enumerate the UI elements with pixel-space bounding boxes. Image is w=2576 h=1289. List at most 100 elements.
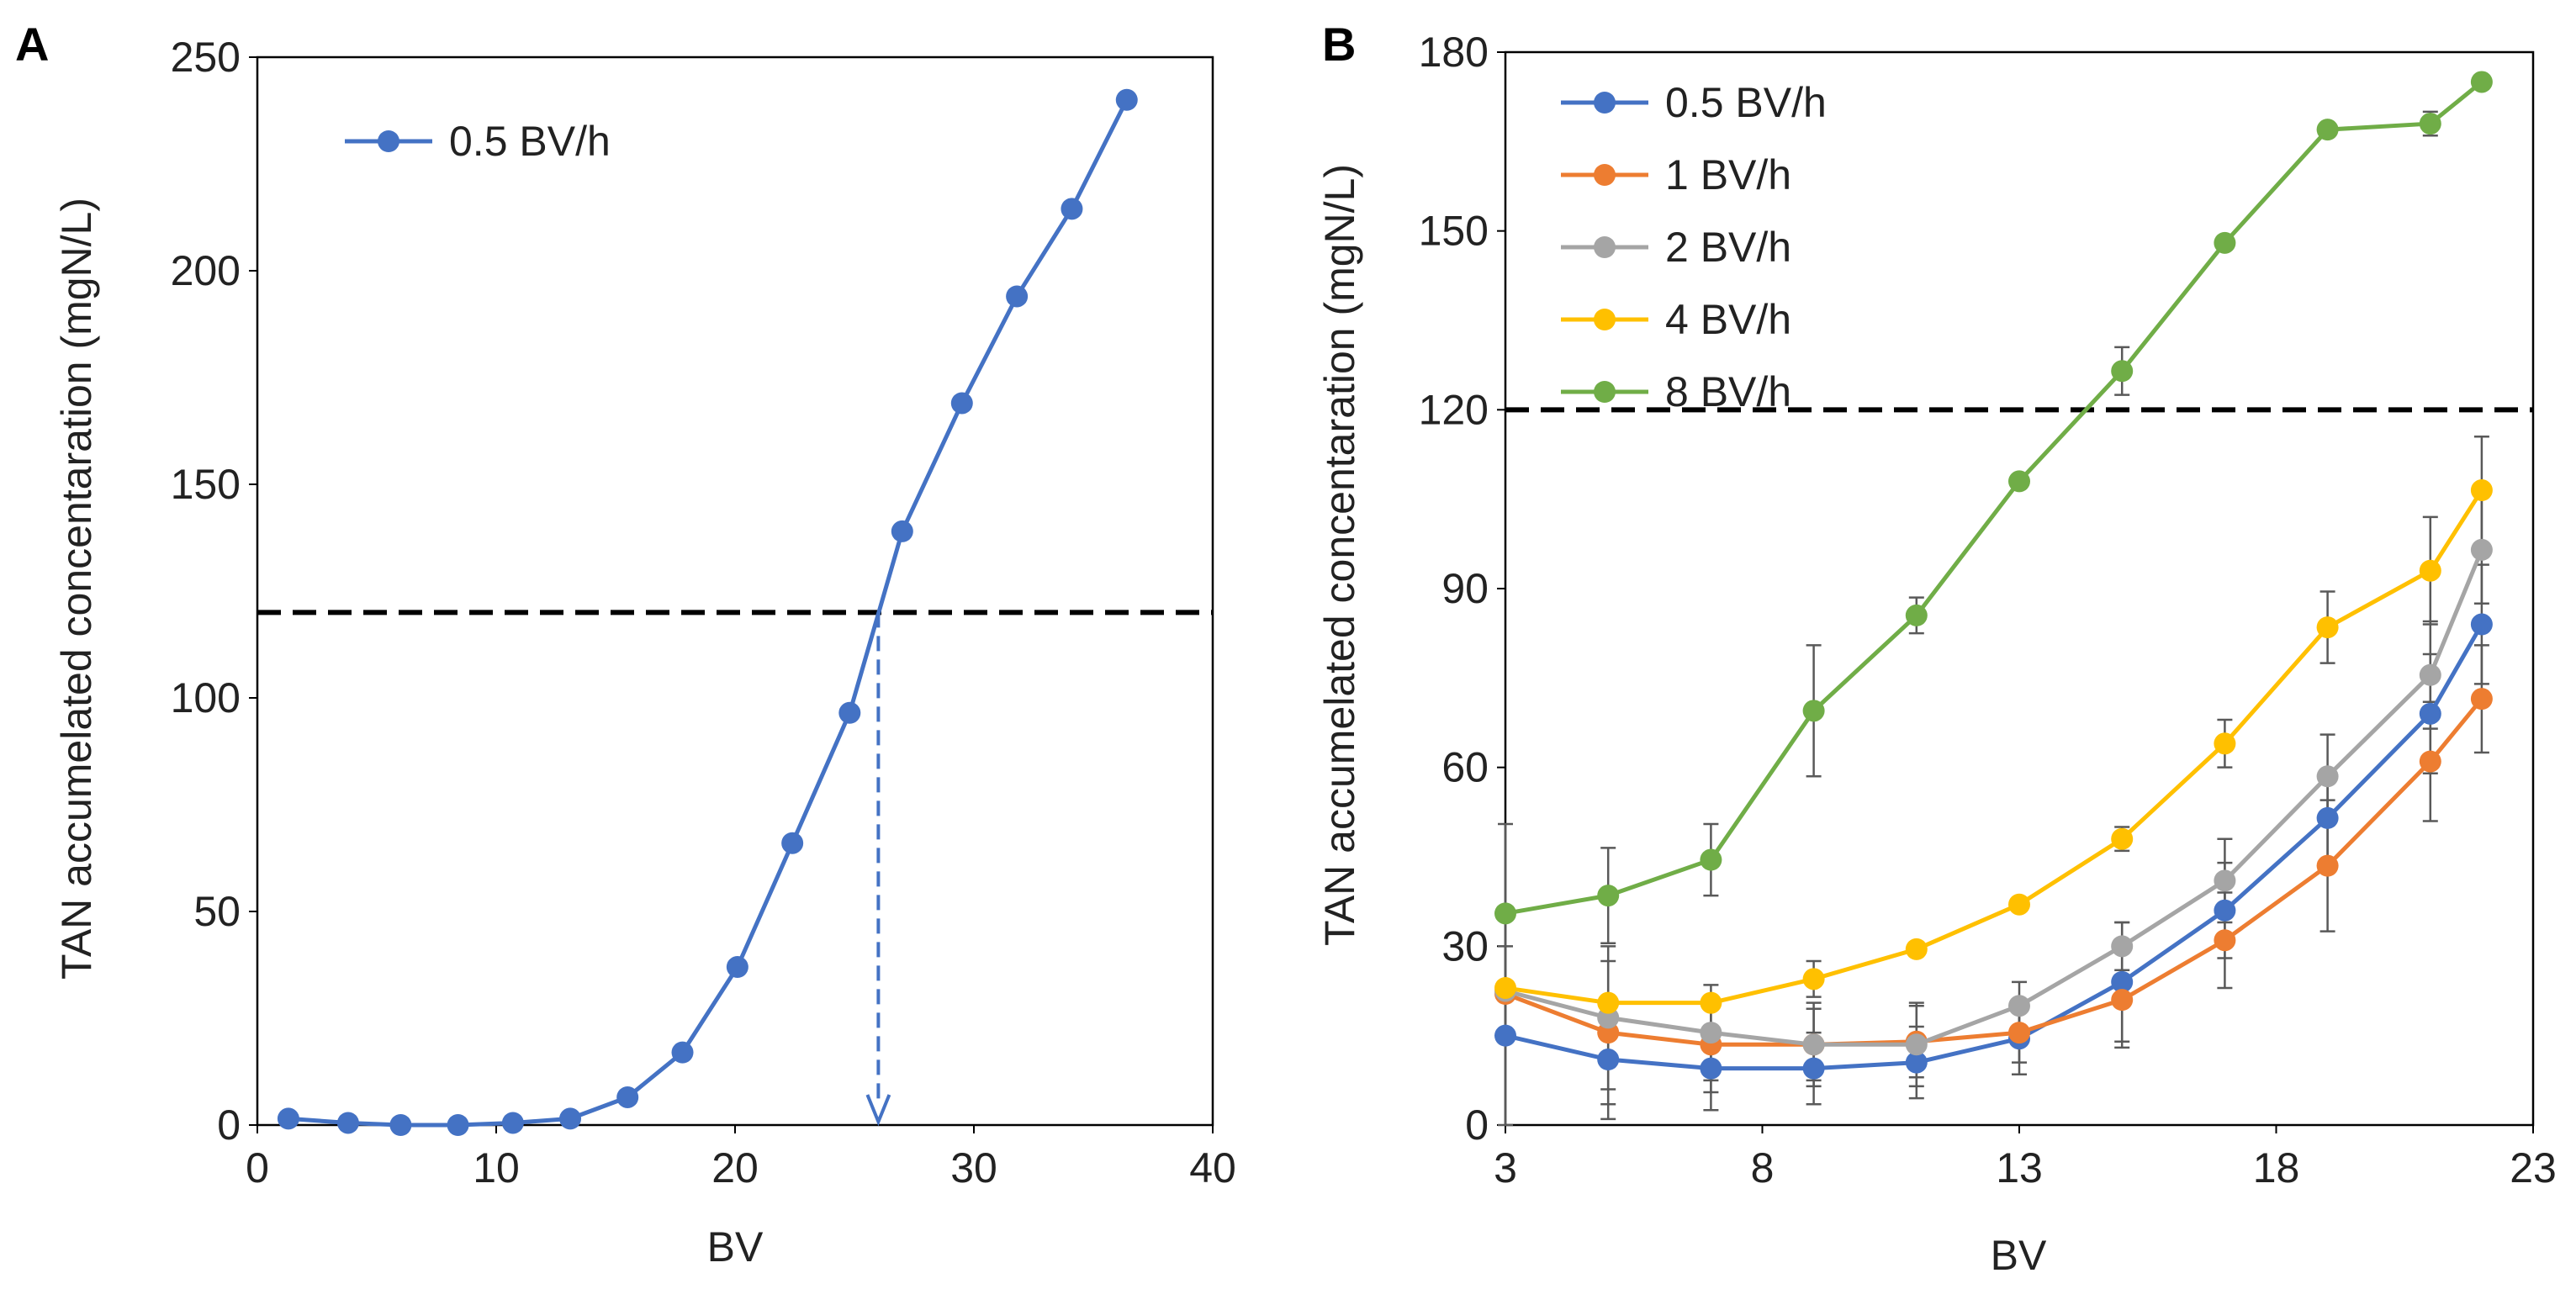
panel-a-x-tick-label: 40 <box>1189 1144 1236 1191</box>
panel-a-y-tick-label: 150 <box>171 461 241 508</box>
panel-b-y-axis-label: TAN accumelated concentaration (mgN/L) <box>1316 164 1363 946</box>
panel-a-data-point <box>559 1107 582 1130</box>
panel-b: B 3 8 13 18 23 0 30 60 90 120 150 180 0.5 BV/h 1 BV/h… <box>1316 18 2557 1279</box>
panel-b-x-tick-label: 8 <box>1751 1144 1775 1191</box>
panel-a-data-point <box>838 701 861 724</box>
panel-b-data-point <box>1802 1057 1825 1080</box>
panel-b-series-line <box>1505 80 2483 916</box>
panel-b-data-point <box>1597 885 1620 907</box>
panel-a-data-point <box>616 1086 639 1108</box>
panel-b-frame <box>1504 50 2535 1127</box>
panel-a-x-tick-label: 10 <box>473 1144 520 1191</box>
panel-a-data-point <box>1115 88 1138 111</box>
panel-b-legend-swatch-marker <box>1594 309 1616 330</box>
panel-a-data-point <box>726 956 748 979</box>
panel-b-data-point <box>2214 732 2236 755</box>
panel-a-x-tick-label: 20 <box>711 1144 759 1191</box>
panel-b-data-point <box>1802 700 1825 722</box>
panel-a-series-group <box>277 88 1138 1136</box>
panel-b-data-point <box>1905 604 1928 626</box>
panel-a-plot-area: 0 10 20 30 40 0 50 100 150 200 250 0.5 BV/h <box>171 34 1236 1191</box>
panel-b-data-point <box>1905 1033 1928 1056</box>
panel-b-legend: 0.5 BV/h 1 BV/h 2 BV/h 4 BV/h 8 BV/h <box>1561 79 1827 415</box>
panel-b-legend-swatch-marker <box>1594 236 1616 258</box>
panel-b-data-point <box>1802 968 1825 991</box>
panel-b-data-point <box>2470 688 2493 711</box>
panel-b-y-tick-label: 60 <box>1441 744 1489 791</box>
panel-a-data-point <box>336 1112 359 1134</box>
panel-b-data-point <box>2214 869 2236 892</box>
panel-a-data-point <box>671 1041 694 1064</box>
panel-a-x-axis-label: BV <box>707 1223 764 1271</box>
panel-b-data-point <box>1700 1022 1722 1044</box>
panel-b-legend-swatch-marker <box>1594 381 1616 403</box>
panel-b-data-point <box>2419 750 2441 773</box>
panel-a-data-point <box>447 1114 469 1136</box>
panel-b-data-point <box>2214 929 2236 952</box>
panel-b-data-point <box>1700 1057 1722 1080</box>
panel-b-data-point <box>2470 538 2493 561</box>
panel-a-x-tick-label: 30 <box>950 1144 997 1191</box>
panel-b-data-point <box>1905 938 1928 960</box>
panel-b-x-tick-label: 23 <box>2510 1144 2557 1191</box>
panel-a-y-tick-label: 0 <box>217 1101 241 1149</box>
panel-a-data-point <box>1061 198 1083 220</box>
panel-a-y-axis-label: TAN accumelated concentaration (mgN/L) <box>53 198 100 980</box>
panel-a-legend: 0.5 BV/h <box>345 118 611 165</box>
panel-a-label: A <box>15 18 49 71</box>
panel-b-data-point <box>1494 902 1516 925</box>
panel-b-data-point <box>2470 613 2493 636</box>
panel-b-legend-label: 2 BV/h <box>1665 224 1791 271</box>
panel-a-y-tick-label: 250 <box>171 34 241 81</box>
panel-b-data-point <box>2419 702 2441 725</box>
panel-b-data-point <box>2111 827 2134 850</box>
panel-b-data-point <box>2111 970 2134 993</box>
panel-b-data-point <box>2008 1022 2030 1044</box>
panel-b-legend-label: 4 BV/h <box>1665 296 1791 343</box>
panel-b-data-point <box>1494 1024 1516 1047</box>
panel-b-data-point <box>1700 848 1722 871</box>
panel-b-data-point <box>2111 989 2134 1012</box>
panel-b-series-line <box>1505 489 2484 1006</box>
panel-b-y-tick-label: 0 <box>1465 1101 1489 1149</box>
panel-a-y-tick-label: 100 <box>171 674 241 721</box>
panel-b-legend-label: 0.5 BV/h <box>1665 79 1827 126</box>
panel-b-legend-swatch-marker <box>1594 92 1616 114</box>
panel-b-data-point <box>1905 1051 1928 1074</box>
panel-b-data-point <box>2214 899 2236 922</box>
panel-b-x-tick-label: 3 <box>1494 1144 1517 1191</box>
panel-a-data-point <box>781 832 804 854</box>
panel-a-legend-swatch-marker <box>378 130 399 152</box>
panel-b-y-tick-label: 30 <box>1441 922 1489 969</box>
panel-a-legend-label: 0.5 BV/h <box>449 118 611 165</box>
panel-a-data-point <box>891 520 913 542</box>
panel-b-data-point <box>1494 976 1516 999</box>
panel-b-data-point <box>2470 71 2493 93</box>
panel-b-data-point <box>2316 616 2339 639</box>
panel-a-data-point <box>950 392 973 415</box>
panel-b-data-point <box>2316 854 2339 877</box>
panel-b-legend-swatch-marker <box>1594 164 1616 186</box>
panel-a: A 0 10 20 30 40 0 50 100 150 200 250 0.5 BV/h BV TA… <box>15 18 1236 1271</box>
panel-b-data-point <box>2008 470 2030 493</box>
panel-b-data-point <box>1802 1033 1825 1056</box>
panel-a-series-line <box>288 98 1129 1128</box>
panel-b-data-point <box>1597 991 1620 1014</box>
panel-b-y-tick-label: 120 <box>1419 386 1489 433</box>
panel-b-data-point <box>2470 479 2493 502</box>
panel-b-plot-area: 3 8 13 18 23 0 30 60 90 120 150 180 0.5 BV/h 1 BV/h 2 … <box>1419 29 2557 1191</box>
panel-b-data-point <box>2008 893 2030 916</box>
panel-b-data-point <box>2316 806 2339 829</box>
panel-b-data-point <box>2111 935 2134 958</box>
panel-b-data-point <box>2316 765 2339 788</box>
panel-b-data-point <box>2419 663 2441 686</box>
panel-a-y-tick-label: 200 <box>171 247 241 294</box>
panel-b-y-tick-label: 90 <box>1441 565 1489 612</box>
panel-b-data-point <box>1700 991 1722 1014</box>
panel-b-y-tick-label: 180 <box>1419 29 1489 76</box>
panel-a-x-tick-label: 0 <box>246 1144 269 1191</box>
panel-a-data-point <box>389 1114 412 1136</box>
panel-b-label: B <box>1322 18 1356 71</box>
panel-b-x-axis-label: BV <box>1991 1232 2047 1279</box>
